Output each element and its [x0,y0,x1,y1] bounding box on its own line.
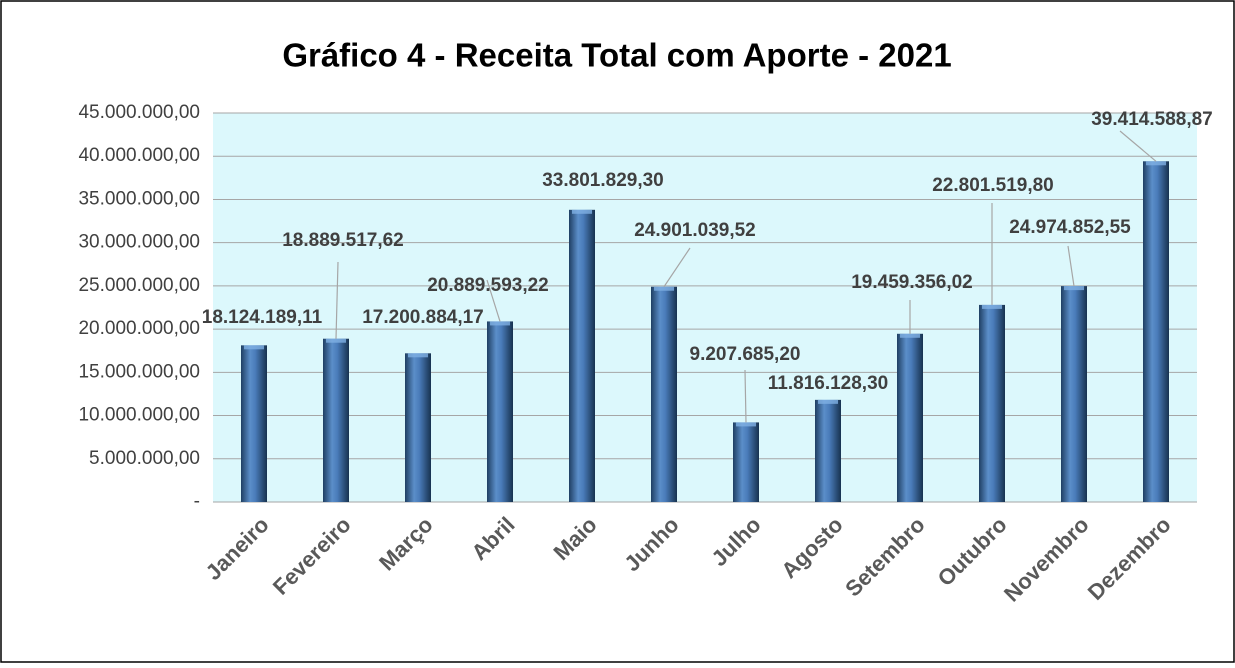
leader-line [1067,245,1075,287]
leader-line [663,247,691,288]
plot-area [213,113,1197,502]
y-tick-label: 5.000.000,00 [89,448,200,469]
data-label: 17.200.884,17 [362,307,484,328]
data-label: 22.801.519,80 [932,175,1054,196]
bar [1143,161,1169,502]
bar [487,321,513,502]
bar-cap [654,286,674,291]
bar-cap [490,321,510,326]
y-tick-label: 30.000.000,00 [78,232,200,253]
bar [815,399,841,502]
data-label: 18.889.517,62 [282,230,404,251]
bar-cap [1146,161,1166,166]
bar-cap [326,338,346,343]
bar [733,422,759,502]
bar [651,286,677,502]
leader-line [486,279,501,322]
bar [569,209,595,502]
data-label: 11.816.128,30 [768,373,888,394]
y-tick-label: 10.000.000,00 [78,405,200,426]
data-label: 18.124.189,11 [202,307,323,328]
data-label: 39.414.588,87 [1091,109,1213,130]
data-label: 9.207.685,20 [690,344,801,365]
bar-cap [982,304,1002,309]
bar-cap [736,422,756,427]
chart-title: Gráfico 4 - Receita Total com Aporte - 2… [282,37,951,74]
bar-cap [1064,286,1084,291]
y-tick-label: 25.000.000,00 [78,275,200,296]
bar-cap [244,345,264,350]
data-label: 33.801.829,30 [542,170,664,191]
bar [323,338,349,502]
y-tick-label: 20.000.000,00 [78,318,200,339]
data-label: 24.901.039,52 [634,220,756,241]
data-label: 20.889.593,22 [427,275,549,296]
y-tick-label: 35.000.000,00 [78,188,200,209]
y-tick-label: 15.000.000,00 [78,361,200,382]
leader-line [744,369,747,423]
y-tick-label: 40.000.000,00 [78,145,200,166]
leader-line [335,261,339,339]
data-label: 19.459.356,02 [851,272,973,293]
bar [241,345,267,502]
bar-cap [572,209,592,214]
bar-cap [900,333,920,338]
leader-line [1119,130,1157,162]
bar [897,333,923,502]
y-tick-label: 45.000.000,00 [78,102,200,123]
data-label: 24.974.852,55 [1009,217,1131,238]
y-tick-label: - [194,491,200,512]
bar [979,304,1005,502]
bar [1061,286,1087,502]
bar-cap [818,399,838,404]
bar-cap [408,353,428,358]
bar [405,353,431,502]
